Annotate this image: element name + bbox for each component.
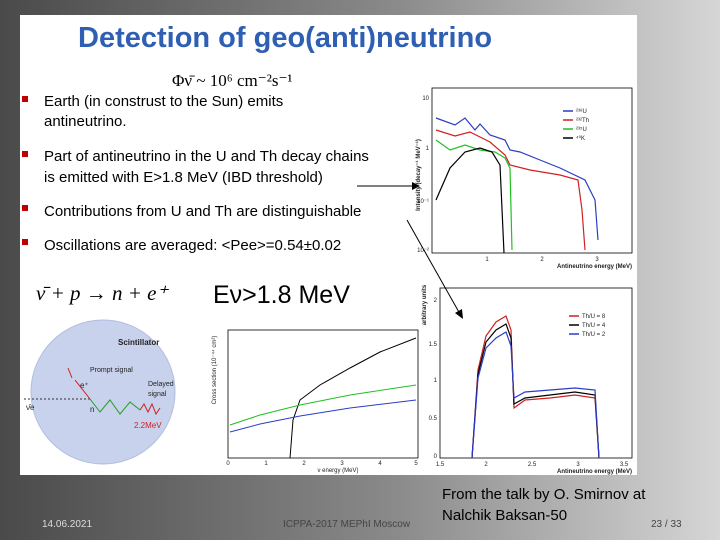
tick-label: 1: [485, 257, 489, 263]
tick-label: 10⁻²: [417, 248, 429, 254]
plot-frame: [439, 287, 633, 459]
footer-page: 23 / 33: [651, 519, 682, 530]
detector-label: 2.2MeV: [134, 421, 162, 430]
curve: [471, 331, 600, 459]
detector-label: ν̄e: [26, 403, 35, 412]
detector-diagram: Scintillator Prompt signal Delayed signa…: [24, 319, 176, 465]
tick-label: 3.5: [620, 462, 629, 468]
tick-label: 2: [484, 462, 488, 468]
bullet-marker: [22, 205, 28, 211]
bullet-marker: [22, 151, 28, 157]
detector-label: n: [90, 405, 94, 414]
tick-label: 0.5: [429, 416, 438, 422]
axis-label: Intensity (decay⁻¹ MeV⁻¹): [415, 139, 422, 211]
legend-entry: Th/U = 4: [582, 323, 606, 329]
positron-path: [67, 367, 91, 400]
bullet-text: Oscillations are averaged: <Pee>=0.54±0.…: [44, 237, 341, 254]
arrow-head: [412, 182, 420, 190]
legend-entry: Th/U = 8: [582, 314, 606, 320]
tick-label: 1: [264, 461, 268, 467]
bullets: Earth (in construst to the Sun) emits an…: [22, 93, 369, 254]
curve: [229, 399, 417, 433]
curve: [435, 129, 586, 251]
tick-label: 1.5: [429, 342, 438, 348]
footer-credit: Nalchik Baksan-50: [442, 507, 567, 524]
detector-label: Delayed: [148, 381, 174, 388]
detector-label: Scintillator: [118, 338, 159, 347]
legend-entry: ²³²Th: [576, 118, 589, 124]
tick-label: 2: [434, 298, 438, 304]
tick-label: 1.5: [436, 462, 445, 468]
detector-label: e⁺: [80, 381, 89, 390]
arrow-head: [455, 309, 463, 319]
tick-label: 2: [302, 461, 306, 467]
tick-label: 2.5: [528, 462, 537, 468]
tick-label: 0: [434, 454, 438, 460]
detector-sphere: [30, 319, 176, 465]
axis-label: Cross section (10⁻⁴⁴ cm²): [211, 336, 218, 405]
tick-label: 5: [414, 461, 418, 467]
reaction: ν̄ + p → n + e⁺: [36, 281, 169, 305]
footer-conference: ICPPA-2017 MEPhI Moscow: [283, 519, 411, 530]
axis-label: ν energy (MeV): [317, 468, 358, 474]
axis-label: Antineutrino energy (MeV): [557, 469, 632, 475]
legend-entry: Th/U = 2: [582, 332, 606, 338]
cross-section-plot: 0 1 2 3 4 5 ν energy (MeV) Cross section…: [211, 329, 419, 474]
axis-label: Antineutrino energy (MeV): [557, 264, 632, 270]
legend-entry: ⁴⁰K: [576, 135, 585, 142]
legend-entry: ²³⁵U: [576, 126, 587, 133]
bullet-text: Part of antineutrino in the U and Th dec…: [44, 148, 369, 165]
tick-label: 0: [226, 461, 230, 467]
axis-label: arbitrary units: [422, 284, 428, 325]
legend-entry: ²³⁸U: [576, 108, 587, 115]
neutron-path: [89, 398, 141, 415]
tick-label: 10: [422, 96, 429, 102]
threshold: Eν>1.8 MeV: [213, 281, 350, 309]
flux-formula: Φν̄ ~ 10⁶ cm⁻²s⁻¹: [172, 71, 293, 90]
gamma-path: [139, 402, 161, 416]
detector-label: Prompt signal: [90, 367, 133, 374]
detector-label: signal: [148, 391, 167, 398]
plot-frame: [431, 87, 633, 254]
bullet-text: antineutrino.: [44, 113, 127, 130]
tick-label: 1: [426, 146, 430, 152]
curve: [289, 337, 417, 459]
bullet-text: Contributions from U and Th are distingu…: [44, 203, 361, 220]
bullet-marker: [22, 96, 28, 102]
tick-label: 10⁻¹: [417, 199, 429, 205]
plot-frame: [227, 329, 419, 459]
footer-credit: From the talk by O. Smirnov at: [442, 486, 646, 503]
curve: [435, 147, 505, 254]
curve: [435, 117, 599, 241]
bullet-marker: [22, 239, 28, 245]
bullet-text: is emitted with E>1.8 MeV (IBD threshold…: [44, 169, 323, 186]
tick-label: 3: [340, 461, 344, 467]
ratio-plot: Th/U = 8 Th/U = 4 Th/U = 2 2 1.5 1 0.5 0…: [422, 284, 633, 475]
footer-date: 14.06.2021: [42, 519, 92, 530]
tick-label: 2: [540, 257, 544, 263]
curve: [229, 384, 417, 426]
tick-label: 3: [576, 462, 580, 468]
arrow: [406, 219, 461, 315]
tick-label: 4: [378, 461, 382, 467]
spectrum-plot: ²³⁸U ²³²Th ²³⁵U ⁴⁰K 10 1 10⁻¹ 10⁻² 1 2 3…: [415, 87, 633, 270]
title: Detection of geo(anti)neutrino: [78, 22, 492, 54]
tick-label: 3: [595, 257, 599, 263]
tick-label: 1: [434, 378, 438, 384]
bullet-text: Earth (in construst to the Sun) emits: [44, 93, 283, 110]
